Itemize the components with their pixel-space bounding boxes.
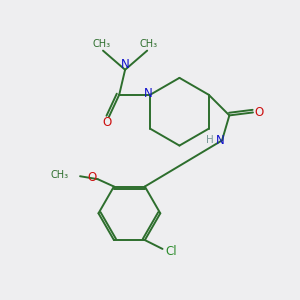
Text: CH₃: CH₃ (140, 39, 158, 49)
Text: N: N (216, 134, 225, 147)
Text: O: O (103, 116, 112, 129)
Text: Cl: Cl (166, 245, 177, 258)
Text: N: N (121, 58, 130, 71)
Text: O: O (88, 171, 97, 184)
Text: O: O (255, 106, 264, 119)
Text: N: N (144, 87, 153, 100)
Text: CH₃: CH₃ (51, 170, 69, 180)
Text: CH₃: CH₃ (92, 39, 111, 49)
Text: H: H (206, 135, 214, 146)
